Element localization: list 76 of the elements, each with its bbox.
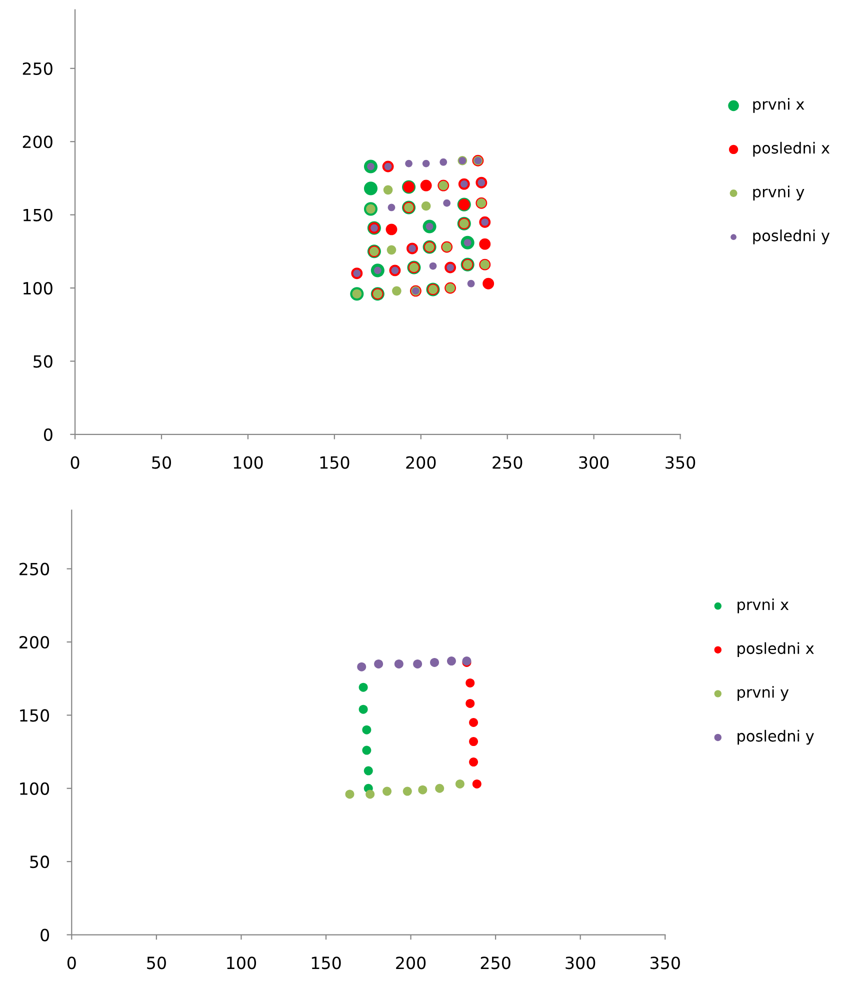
x-tick-label: 150	[320, 456, 350, 469]
legend-label: posledni x	[738, 642, 814, 658]
point	[422, 160, 430, 168]
y-tick-label: 100	[20, 782, 50, 795]
point	[472, 779, 482, 788]
legend-label: posledni x	[753, 142, 830, 157]
x-tick-label: 250	[492, 456, 522, 469]
point	[386, 224, 398, 236]
point	[429, 262, 437, 270]
x-tick-label: 50	[152, 456, 171, 469]
x-tick-label: 100	[234, 456, 263, 469]
point	[469, 718, 478, 727]
point	[405, 160, 412, 168]
x-tick-label: 200	[406, 456, 436, 469]
point	[435, 784, 444, 793]
point	[357, 662, 366, 672]
point	[364, 182, 378, 196]
point	[418, 785, 428, 794]
x-tick-label: 350	[650, 956, 680, 970]
y-tick-label: 250	[20, 562, 50, 576]
x-tick-label: 200	[396, 956, 426, 970]
x-tick-label: 300	[579, 456, 609, 469]
point	[386, 245, 396, 255]
y-tick-label: 200	[20, 636, 50, 649]
point	[467, 280, 475, 288]
x-tick-label: 350	[666, 456, 696, 469]
point	[358, 704, 368, 714]
x-tick-label: 150	[312, 956, 341, 970]
x-tick-label: 0	[67, 956, 76, 970]
legend-label: prvni y	[753, 186, 804, 200]
x-tick-label: 250	[480, 956, 510, 970]
point	[388, 204, 396, 212]
y-tick-label: 250	[22, 62, 52, 75]
legend-label: posledni y	[753, 230, 830, 244]
point	[394, 659, 404, 668]
point	[362, 746, 372, 755]
point	[413, 659, 422, 668]
y-tick-label: 100	[24, 282, 52, 295]
point	[440, 158, 448, 166]
x-tick-label: 300	[566, 956, 596, 970]
point	[383, 185, 393, 195]
point	[345, 790, 354, 799]
x-tick-label: 0	[70, 456, 80, 469]
point	[364, 766, 373, 776]
x-tick-label: 50	[147, 956, 166, 970]
point	[382, 786, 392, 796]
y-tick-label: 150	[24, 208, 52, 222]
point	[420, 180, 432, 192]
point	[466, 678, 475, 688]
legend-label: posledni y	[738, 730, 814, 745]
legend-label: prvni y	[738, 686, 789, 701]
y-tick-label: 50	[30, 856, 50, 868]
y-tick-label: 50	[34, 355, 52, 368]
point	[446, 656, 456, 666]
point	[392, 286, 402, 296]
point	[421, 201, 431, 211]
x-tick-label: 100	[227, 956, 256, 970]
y-tick-label: 0	[40, 928, 50, 942]
y-tick-label: 200	[22, 136, 52, 148]
point	[469, 737, 478, 746]
point	[358, 682, 368, 692]
point	[402, 786, 412, 796]
point	[374, 659, 384, 668]
point	[366, 790, 375, 799]
point	[479, 238, 491, 250]
legend-label: prvni x	[738, 598, 789, 614]
point	[455, 779, 464, 788]
point	[469, 758, 478, 767]
y-tick-label: 0	[44, 428, 52, 441]
point	[362, 725, 372, 734]
point	[482, 278, 494, 290]
point	[466, 698, 475, 708]
legend-label: prvni x	[753, 98, 804, 113]
point	[430, 658, 440, 667]
point	[443, 199, 451, 207]
y-tick-label: 150	[20, 709, 50, 722]
